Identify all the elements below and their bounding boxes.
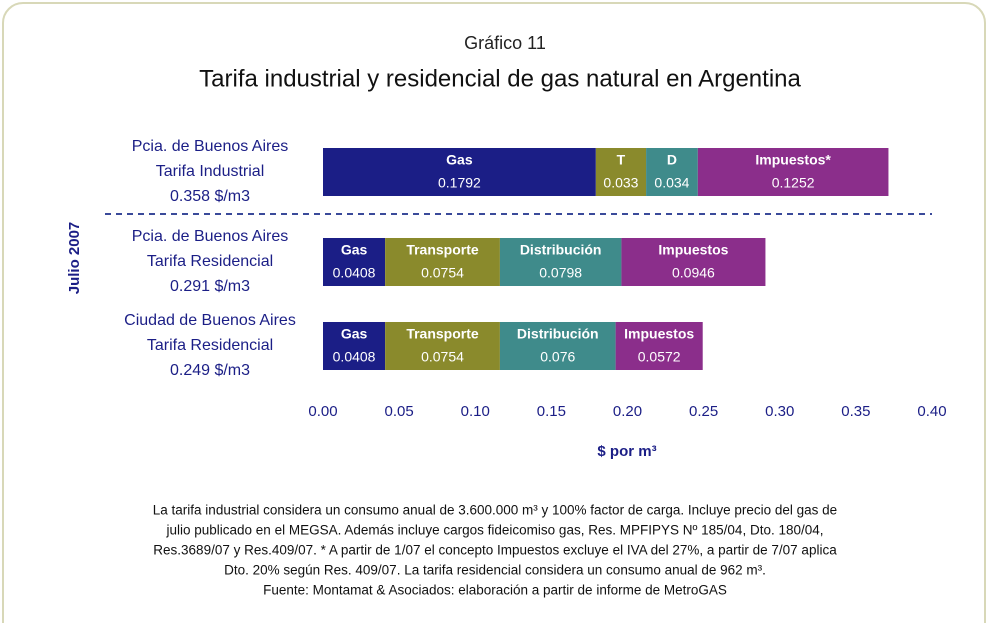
segment-name: Distribución [517,326,599,342]
data-label: 0.0754 [421,349,464,365]
footnote: julio publicado en el MEGSA. Además incl… [165,523,823,538]
segment-name: Gas [446,152,473,168]
category-label: 0.291 $/m3 [170,278,250,295]
category-label: Tarifa Residencial [147,253,273,270]
data-label: 0.0408 [333,265,376,281]
bar-segment [323,148,596,196]
data-label: 0.0408 [333,349,376,365]
bar-segment [646,148,698,196]
bar-segment [615,322,703,370]
x-tick-label: 0.20 [613,403,642,420]
segment-name: Impuestos* [755,152,831,168]
chart-subtitle: Tarifa industrial y residencial de gas n… [199,65,801,92]
bar-segment [697,148,889,196]
data-label: 0.033 [603,175,638,191]
segment-name: T [617,152,626,168]
bar-segment [323,322,386,370]
footnote: La tarifa industrial considera un consum… [153,503,837,518]
segment-name: Impuestos [658,242,728,258]
x-tick-label: 0.25 [689,403,718,420]
segment-name: D [667,152,677,168]
x-tick-label: 0.30 [765,403,794,420]
bar-segment [621,238,766,286]
x-tick-label: 0.00 [308,403,337,420]
category-label: Pcia. de Buenos Aires [132,228,289,245]
x-tick-label: 0.05 [385,403,414,420]
bar-segment [595,148,647,196]
data-label: 0.076 [540,349,575,365]
footnote: Dto. 20% según Res. 409/07. La tarifa re… [224,563,766,578]
data-label: 0.0754 [421,265,464,281]
chart-title: Gráfico 11 [464,33,546,53]
category-label: Pcia. de Buenos Aires [132,138,289,155]
category-label: 0.249 $/m3 [170,362,250,379]
bar-segment [385,238,500,286]
footnote: Res.3689/07 y Res.409/07. * A partir de … [153,543,837,558]
x-tick-label: 0.15 [537,403,566,420]
segment-name: Transporte [406,242,479,258]
x-tick-label: 0.10 [461,403,490,420]
data-label: 0.0572 [638,349,681,365]
category-label: 0.358 $/m3 [170,188,250,205]
bar-segment [385,322,500,370]
category-label: Ciudad de Buenos Aires [124,312,296,329]
bar-segment [499,238,622,286]
bar-segment [499,322,616,370]
segment-name: Distribución [520,242,602,258]
x-tick-label: 0.40 [917,403,946,420]
data-label: 0.0946 [672,265,715,281]
segment-name: Impuestos [624,326,694,342]
data-label: 0.1792 [438,175,481,191]
x-tick-label: 0.35 [841,403,870,420]
data-label: 0.0798 [539,265,582,281]
footnote: Fuente: Montamat & Asociados: elaboració… [263,583,727,598]
data-label: 0.1252 [772,175,815,191]
segment-name: Gas [341,326,368,342]
category-label: Tarifa Residencial [147,337,273,354]
category-label: Tarifa Industrial [156,163,265,180]
bar-segment [323,238,386,286]
y-axis-label: Julio 2007 [66,222,83,295]
segment-name: Gas [341,242,368,258]
segment-name: Transporte [406,326,479,342]
x-axis-label: $ por m³ [597,443,656,460]
data-label: 0.034 [654,175,689,191]
